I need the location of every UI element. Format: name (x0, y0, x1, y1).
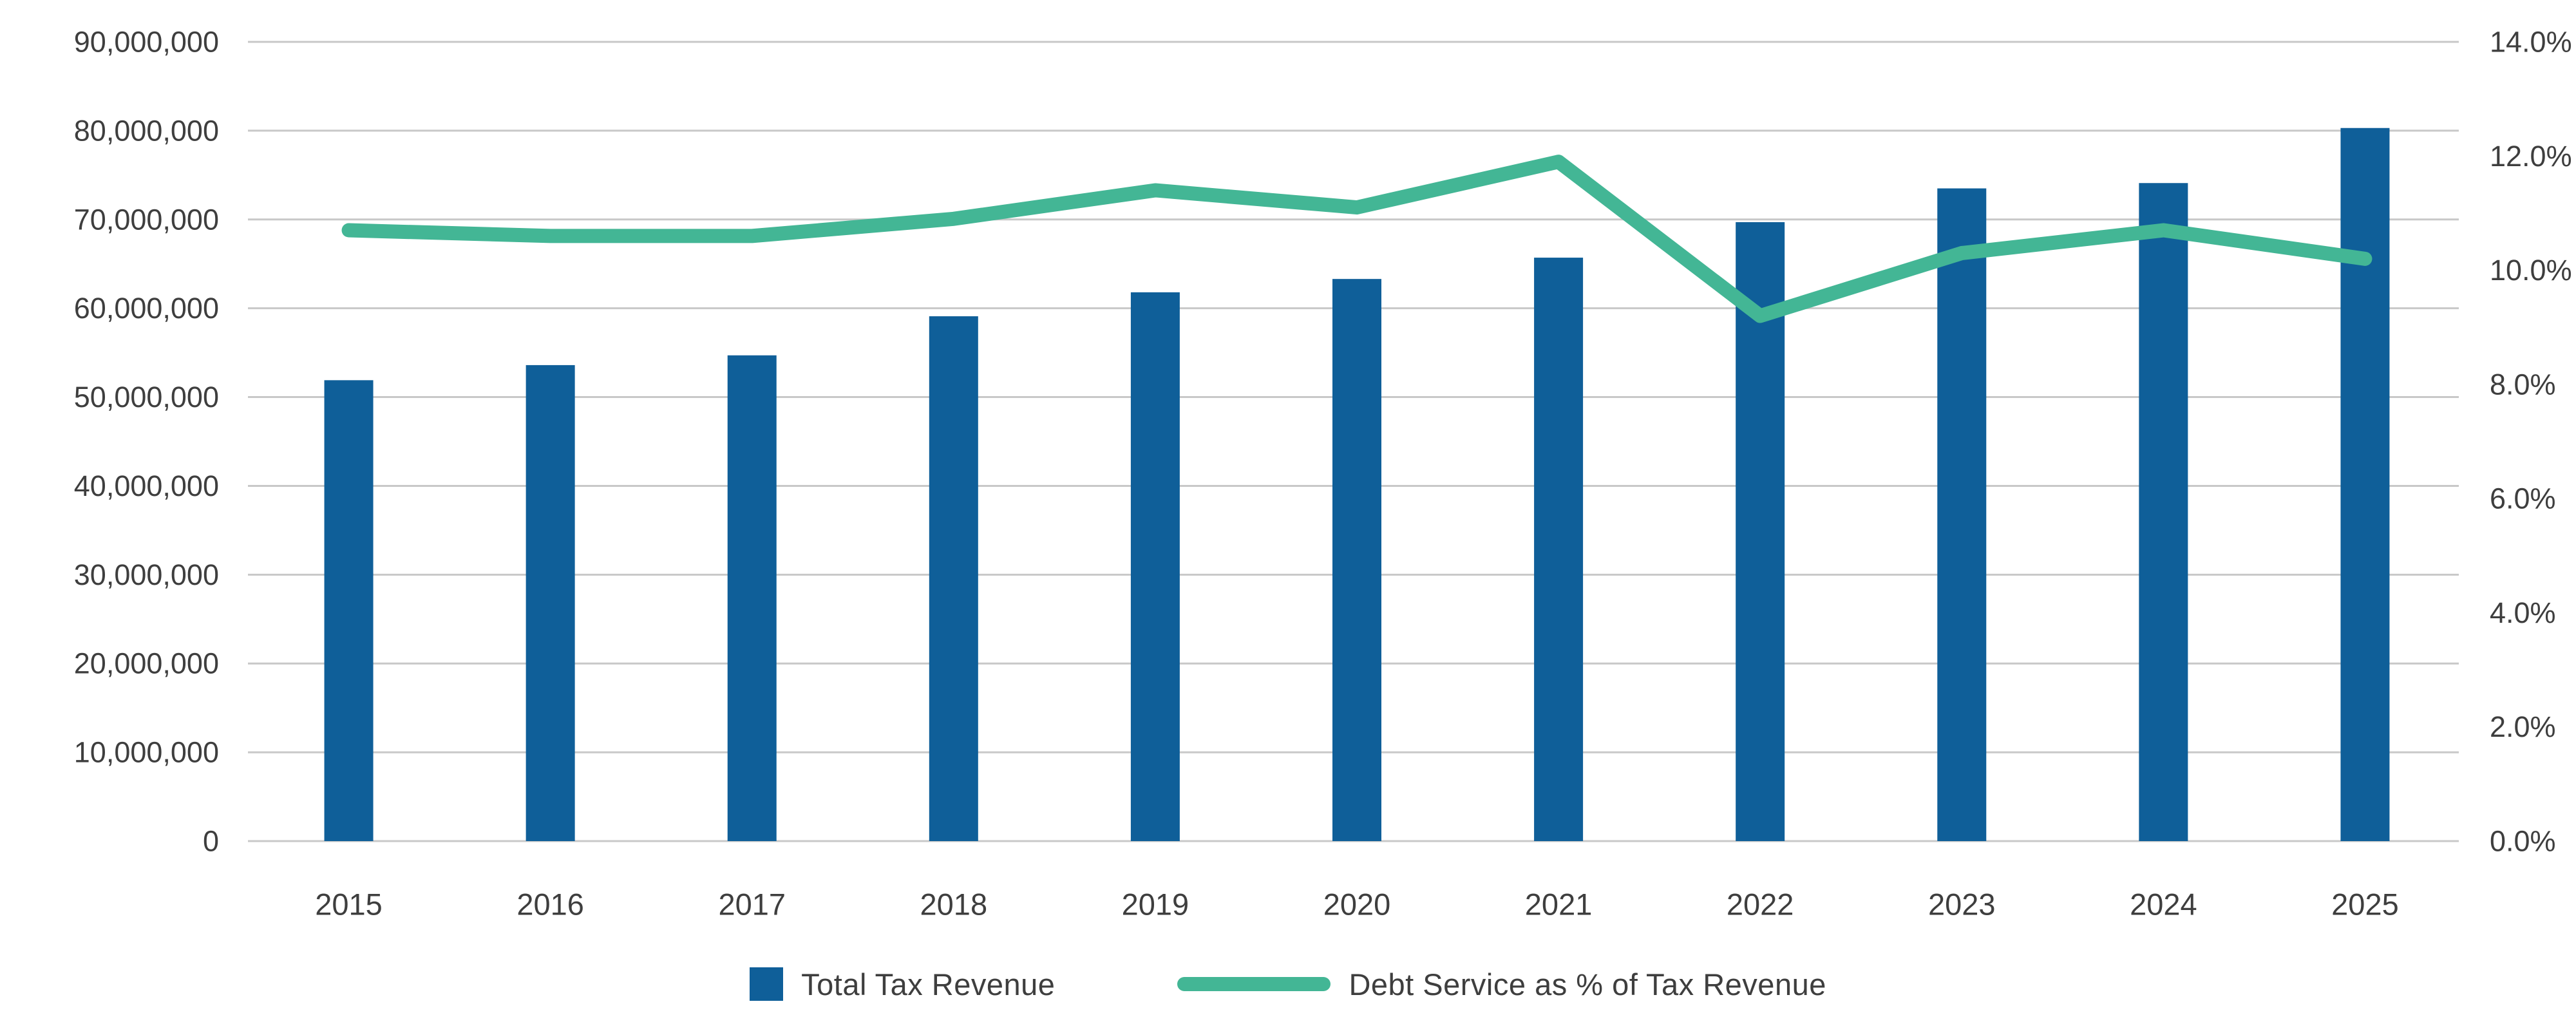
bar-2017 (727, 355, 777, 841)
chart-legend: Total Tax Revenue Debt Service as % of T… (0, 961, 2576, 1007)
bar-2019 (1130, 292, 1180, 841)
x-axis-label-2018: 2018 (920, 887, 988, 922)
left-axis-tick-label: 60,000,000 (74, 292, 219, 325)
legend-label-total-tax-revenue: Total Tax Revenue (801, 967, 1056, 1001)
x-axis-label-2021: 2021 (1525, 887, 1593, 922)
legend-item-debt-service: Debt Service as % of Tax Revenue (1177, 967, 1826, 1002)
line-series-swatch-icon (1177, 977, 1331, 991)
right-axis-tick-label: 12.0% (2490, 140, 2572, 173)
bar-2018 (929, 316, 978, 841)
right-axis-tick-label: 0.0% (2490, 825, 2556, 858)
right-axis-tick-label: 4.0% (2490, 596, 2556, 629)
left-axis-tick-label: 80,000,000 (74, 114, 219, 147)
left-axis-tick-label: 20,000,000 (74, 647, 219, 680)
left-axis-tick-label: 70,000,000 (74, 203, 219, 236)
bar-2016 (526, 365, 575, 841)
bar-2015 (324, 380, 374, 841)
right-axis-tick-label: 6.0% (2490, 482, 2556, 515)
bar-2020 (1332, 279, 1381, 841)
x-axis-label-2017: 2017 (718, 887, 786, 922)
x-axis-label-2024: 2024 (2130, 887, 2197, 922)
bar-2024 (2139, 183, 2188, 841)
x-axis-label-2015: 2015 (315, 887, 383, 922)
bar-2023 (1937, 188, 1987, 841)
bar-2022 (1736, 222, 1785, 842)
legend-item-total-tax-revenue: Total Tax Revenue (750, 967, 1055, 1002)
bar-2025 (2340, 128, 2390, 842)
left-axis-tick-label: 30,000,000 (74, 558, 219, 591)
right-axis-tick-label: 10.0% (2490, 254, 2572, 287)
x-axis-label-2023: 2023 (1928, 887, 1996, 922)
left-axis-tick-label: 90,000,000 (74, 26, 219, 59)
x-axis-label-2025: 2025 (2331, 887, 2399, 922)
left-axis-tick-label: 40,000,000 (74, 469, 219, 502)
bar-2021 (1534, 258, 1584, 841)
legend-label-debt-service: Debt Service as % of Tax Revenue (1349, 967, 1826, 1001)
bar-series-swatch-icon (750, 967, 784, 1001)
x-axis-label-2022: 2022 (1727, 887, 1794, 922)
debt-service-line (341, 155, 2372, 323)
right-axis-tick-label: 2.0% (2490, 710, 2556, 743)
x-axis-label-2016: 2016 (516, 887, 584, 922)
x-axis-label-2019: 2019 (1122, 887, 1189, 922)
left-axis-tick-label: 50,000,000 (74, 381, 219, 413)
left-axis-tick-label: 0 (203, 825, 219, 858)
left-axis-tick-label: 10,000,000 (74, 736, 219, 769)
right-axis-tick-label: 14.0% (2490, 26, 2572, 59)
right-axis-tick-label: 8.0% (2490, 368, 2556, 401)
x-axis-label-2020: 2020 (1323, 887, 1391, 922)
